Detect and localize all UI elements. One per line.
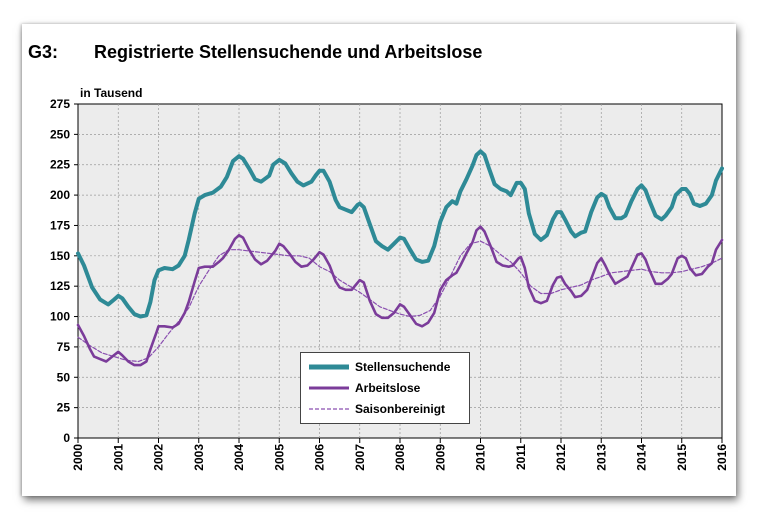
legend-item-arbeitslose: Arbeitslose <box>309 378 420 398</box>
legend-label-saisonbereinigt: Saisonbereinigt <box>355 402 446 416</box>
x-tick-label: 2014 <box>635 444 649 471</box>
y-tick-label: 275 <box>50 97 70 111</box>
series-line-arbeitslose <box>76 225 724 367</box>
x-tick-label: 2016 <box>715 444 729 471</box>
y-tick-label: 75 <box>57 340 71 354</box>
y-tick-label: 225 <box>50 158 70 172</box>
y-tick-label: 0 <box>63 431 70 445</box>
legend-swatch-stellensuchende <box>309 364 349 370</box>
series-line-saisonbereinigt <box>77 240 723 363</box>
x-tick-label: 2009 <box>433 444 447 471</box>
x-tick-label: 2005 <box>272 444 286 471</box>
y-unit-label: in Tausend <box>80 86 143 100</box>
x-tick-label: 2008 <box>393 444 407 471</box>
legend-label-arbeitslose: Arbeitslose <box>355 381 421 395</box>
chart-title: Registrierte Stellensuchende und Arbeits… <box>94 42 483 62</box>
legend-item-stellensuchende: Stellensuchende <box>309 357 450 377</box>
y-tick-label: 50 <box>57 370 71 384</box>
legend-swatch-saisonbereinigt <box>309 408 349 410</box>
y-tick-label: 150 <box>50 249 70 263</box>
x-tick-label: 2007 <box>353 444 367 471</box>
legend-swatch-arbeitslose <box>309 386 349 390</box>
x-tick-label: 2010 <box>474 444 488 471</box>
y-tick-label: 200 <box>50 188 70 202</box>
x-tick-label: 2000 <box>71 444 85 471</box>
x-tick-label: 2013 <box>594 444 608 471</box>
x-tick-label: 2011 <box>514 444 528 470</box>
y-tick-label: 125 <box>50 279 70 293</box>
series-lines <box>76 149 724 367</box>
y-axis: 0 25 50 75 100 125 150 175 200 225 250 275 <box>50 97 78 445</box>
y-tick-label: 175 <box>50 218 70 232</box>
x-tick-label: 2002 <box>152 444 166 471</box>
x-tick-label: 2001 <box>111 444 125 471</box>
y-tick-label: 100 <box>50 310 70 324</box>
legend-label-stellensuchende: Stellensuchende <box>355 360 451 374</box>
y-tick-label: 250 <box>50 127 70 141</box>
legend: Stellensuchende Arbeitslose Saisonberein… <box>300 352 470 424</box>
x-tick-label: 2006 <box>313 444 327 471</box>
series-line-stellensuchende <box>76 149 724 319</box>
x-tick-label: 2004 <box>232 444 246 471</box>
chart-heading: G3: Registrierte Stellensuchende und Arbe… <box>28 42 482 63</box>
x-axis: 2000 2001 2002 2003 2004 2005 2006 2007 2008 2009… <box>71 438 729 471</box>
y-tick-label: 25 <box>57 401 71 415</box>
x-tick-label: 2015 <box>675 444 689 471</box>
x-tick-label: 2012 <box>554 444 568 471</box>
chart-number: G3: <box>28 42 59 62</box>
legend-item-saisonbereinigt: Saisonbereinigt <box>309 399 445 419</box>
x-tick-label: 2003 <box>192 444 206 471</box>
